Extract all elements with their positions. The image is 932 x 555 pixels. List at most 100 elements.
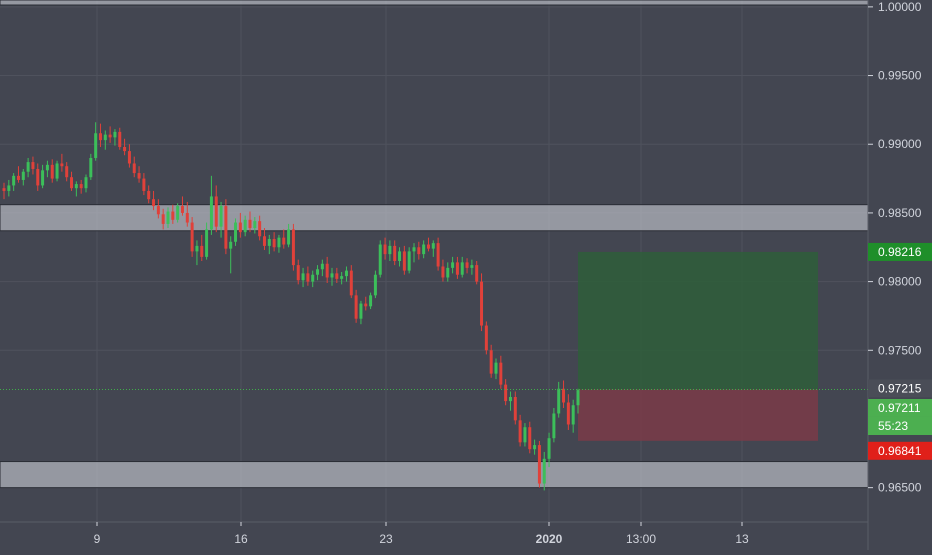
candle-body (253, 221, 257, 229)
candle-body (132, 163, 136, 174)
candle (431, 240, 435, 257)
candle (79, 179, 83, 194)
candle (349, 265, 353, 299)
candle (287, 223, 291, 248)
target-price-tag-background (868, 242, 932, 261)
candle-body (291, 229, 295, 266)
candle (518, 414, 522, 447)
candle-body (36, 168, 40, 186)
candle (45, 160, 49, 178)
candle (272, 232, 276, 252)
candle-body (417, 247, 421, 255)
candle-body (508, 396, 512, 402)
candle-body (108, 134, 112, 138)
candle (320, 259, 324, 277)
top-zone (0, 0, 869, 6)
candle (84, 174, 88, 193)
resistance-zone[interactable] (0, 204, 869, 232)
candle (480, 273, 484, 332)
candle (161, 208, 165, 230)
candle (557, 381, 561, 418)
candle-body (147, 190, 151, 200)
last-price-tag-text: 0.97211 (878, 401, 921, 415)
candle (147, 185, 151, 204)
candle (354, 289, 358, 323)
support-zone[interactable] (0, 461, 869, 489)
candle-body (16, 175, 20, 180)
candle-body (480, 281, 484, 326)
candlestick-series (2, 122, 580, 491)
candle-body (31, 162, 35, 169)
candle-body (369, 295, 373, 307)
candle (21, 168, 25, 186)
candle (566, 394, 570, 430)
long-position-tool[interactable] (578, 251, 818, 441)
candle-body (137, 173, 141, 179)
candle-body (282, 237, 286, 245)
candle (7, 179, 11, 197)
x-tick-label: 9 (94, 532, 101, 546)
candle (267, 234, 271, 255)
candle-body (214, 196, 218, 227)
x-tick-label: 13:00 (626, 532, 656, 546)
candle (205, 222, 209, 260)
candle-body (475, 265, 479, 282)
candle (417, 241, 421, 260)
candle-body (407, 251, 411, 271)
candle (31, 156, 35, 175)
candle-body (262, 236, 266, 246)
candle (364, 296, 368, 311)
stop-loss-area (578, 389, 818, 441)
candle-body (378, 244, 382, 275)
stop-price-tag-background (868, 441, 932, 460)
candle-body (528, 427, 532, 450)
candle-body (176, 206, 180, 220)
candle (70, 171, 74, 191)
candle (325, 256, 329, 283)
candle (523, 423, 527, 447)
candle (296, 259, 300, 285)
candle (282, 229, 286, 249)
candle (301, 267, 305, 288)
time-axis[interactable]: 9 16 23 2020 13:00 13 (0, 521, 868, 546)
candle (542, 451, 546, 491)
candle-body (349, 270, 353, 296)
candle (407, 247, 411, 274)
candle (94, 122, 98, 161)
candle-body (398, 251, 402, 261)
candle (513, 391, 517, 425)
y-tick-label: 1.00000 (878, 0, 922, 14)
candle-body (277, 237, 281, 248)
x-tick-label: 16 (234, 532, 248, 546)
candle-body (123, 146, 127, 152)
candle-body (451, 262, 455, 268)
candle-body (296, 265, 300, 281)
candle (508, 391, 512, 411)
candle (74, 181, 78, 197)
candle-body (248, 219, 252, 229)
candle-body (402, 251, 406, 271)
y-tick-label: 0.99000 (878, 137, 922, 151)
candle-body (142, 178, 146, 191)
entry-price-tag: 0.97215 (868, 379, 932, 398)
candle (224, 199, 228, 255)
candle-body (364, 303, 368, 307)
candle-body (301, 273, 305, 281)
candle (137, 166, 141, 183)
candle (127, 144, 131, 168)
candle (234, 218, 238, 246)
candle (113, 129, 117, 146)
candle-body (566, 402, 570, 425)
candle-body (489, 350, 493, 374)
candle-body (373, 274, 377, 296)
candle-body (161, 214, 165, 224)
candle (65, 162, 69, 182)
candle-body (335, 273, 339, 279)
stop-price-tag: 0.96841 (868, 441, 932, 460)
candle-body (537, 445, 541, 484)
candle (171, 204, 175, 224)
candle-body (316, 269, 320, 275)
candle-body (26, 162, 30, 172)
